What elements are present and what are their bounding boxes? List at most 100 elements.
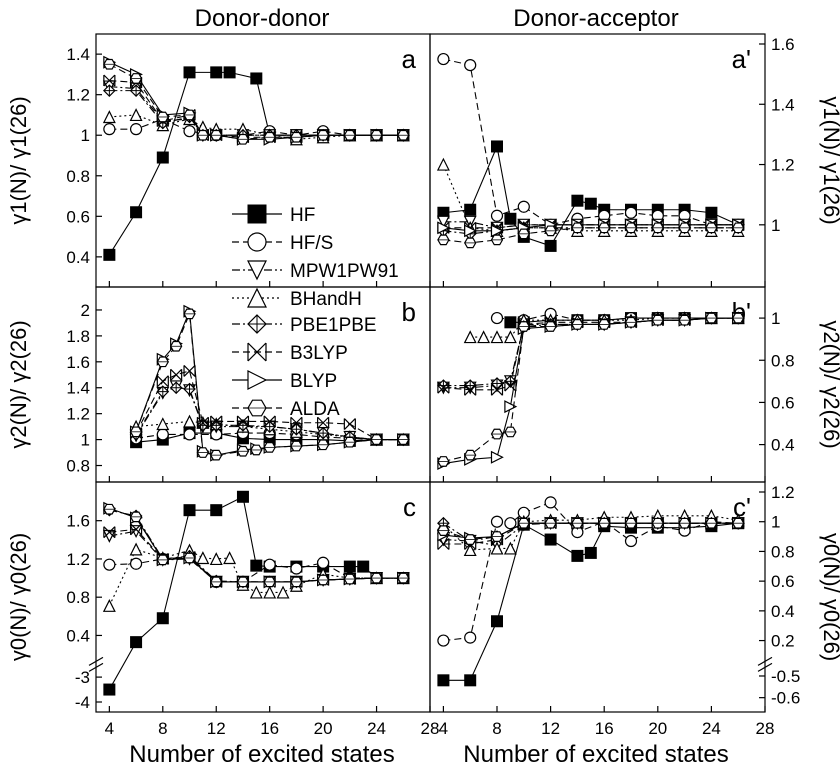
data-point xyxy=(183,552,196,564)
data-point xyxy=(490,531,504,542)
data-point xyxy=(544,517,557,529)
panel-a: 0.4 0.6 0.8 1 1.2 1.4 γ1(N)/ γ1(26) a xyxy=(6,33,431,288)
data-point xyxy=(316,426,330,440)
data-point xyxy=(290,562,303,575)
data-point xyxy=(571,319,584,330)
data-point xyxy=(705,206,718,219)
legend-entry-alda: ALDA xyxy=(232,399,340,420)
data-point xyxy=(732,517,745,529)
data-point xyxy=(236,445,250,457)
legend-label: B3LYP xyxy=(290,343,348,364)
data-point xyxy=(343,418,356,430)
y-tick-label: 1.2 xyxy=(771,483,795,502)
series-line xyxy=(443,522,739,681)
data-point xyxy=(102,110,116,124)
legend-entry-pbe1pbe: PBE1PBE xyxy=(232,314,377,336)
data-point xyxy=(263,585,277,599)
data-point xyxy=(624,534,638,548)
data-point xyxy=(397,434,410,445)
data-point xyxy=(571,549,584,562)
data-point xyxy=(236,576,250,588)
y-tick-label: 1.8 xyxy=(66,327,90,346)
data-point xyxy=(544,239,557,252)
data-point xyxy=(464,674,477,687)
legend-label: HF/S xyxy=(290,233,333,254)
x-tick-label: 8 xyxy=(492,719,501,738)
data-point xyxy=(571,194,584,207)
data-point xyxy=(156,554,169,566)
panel-frame xyxy=(429,481,766,713)
legend-label: ALDA xyxy=(290,399,340,420)
data-point xyxy=(477,330,491,344)
data-point xyxy=(491,615,503,628)
y-axis-label: γ0(N)/ γ0(26) xyxy=(819,533,840,661)
data-point xyxy=(103,58,116,70)
column-titles: Donor-donor Donor-acceptor xyxy=(195,5,679,32)
data-point xyxy=(102,529,116,543)
series-line xyxy=(443,522,739,539)
data-point xyxy=(504,212,517,225)
data-point xyxy=(210,129,223,141)
data-point xyxy=(343,573,357,585)
data-point xyxy=(129,557,143,570)
data-point xyxy=(504,517,517,530)
data-point xyxy=(651,314,664,326)
data-point xyxy=(490,209,504,222)
data-point xyxy=(517,228,530,240)
y-tick-label: 1 xyxy=(771,513,780,532)
y-tick-label: 0.4 xyxy=(771,602,795,621)
y-tick-label: 0.8 xyxy=(771,542,795,561)
series-line xyxy=(443,58,739,226)
panel-c: -4 -3 0.4 0.8 1.2 1.6 4 8 12 16 20 24 28 γ0(N)/ γ0(26… xyxy=(6,481,439,738)
legend-marker xyxy=(247,232,267,252)
data-point xyxy=(129,73,143,84)
data-point xyxy=(343,560,356,573)
data-point xyxy=(290,576,303,588)
data-point xyxy=(464,383,477,396)
x-tick-label: 16 xyxy=(260,719,279,738)
data-point xyxy=(263,576,276,588)
legend-marker xyxy=(247,204,267,224)
data-point xyxy=(491,140,503,153)
data-point xyxy=(156,375,169,388)
data-point xyxy=(437,52,450,66)
data-point xyxy=(316,439,330,451)
legend-entry-bhandh: BHandH xyxy=(232,287,362,310)
data-point xyxy=(290,416,303,429)
data-point xyxy=(463,543,477,557)
y-tick-label: 1 xyxy=(81,126,90,145)
axis-break-mark xyxy=(88,662,104,672)
data-point xyxy=(370,129,383,141)
data-point xyxy=(129,84,143,97)
data-point xyxy=(196,551,210,565)
legend-entry-mpw1pw91: MPW1PW91 xyxy=(232,260,399,282)
y-tick-label: 0.6 xyxy=(66,207,90,226)
y-tick-label: 0.8 xyxy=(771,351,795,370)
data-point xyxy=(103,123,116,136)
data-point xyxy=(210,504,223,517)
data-point xyxy=(678,222,691,234)
y-tick-label: 1.2 xyxy=(66,405,90,424)
series-alda xyxy=(103,58,410,145)
data-point xyxy=(437,456,450,467)
data-point xyxy=(183,66,196,79)
y-axis-label: γ2(N)/ γ2(26) xyxy=(819,320,840,448)
series-blyp xyxy=(103,55,411,146)
data-point xyxy=(317,416,330,429)
legend-marker xyxy=(247,370,268,390)
data-point xyxy=(103,683,116,696)
data-point xyxy=(490,330,504,344)
data-point xyxy=(263,131,276,143)
data-point xyxy=(236,133,250,145)
data-point xyxy=(517,200,530,213)
y-tick-label: 1.4 xyxy=(66,379,90,398)
axis-break-mark xyxy=(88,656,104,666)
y-tick-label: 0.8 xyxy=(66,457,90,476)
data-point xyxy=(183,504,196,517)
series-line xyxy=(443,522,739,541)
legend-label: BHandH xyxy=(290,289,362,310)
y-axis-label: γ1(N)/ γ1(26) xyxy=(6,96,31,224)
series-b3lyp xyxy=(437,517,745,550)
data-point xyxy=(651,222,664,234)
panel-frame xyxy=(95,286,431,483)
